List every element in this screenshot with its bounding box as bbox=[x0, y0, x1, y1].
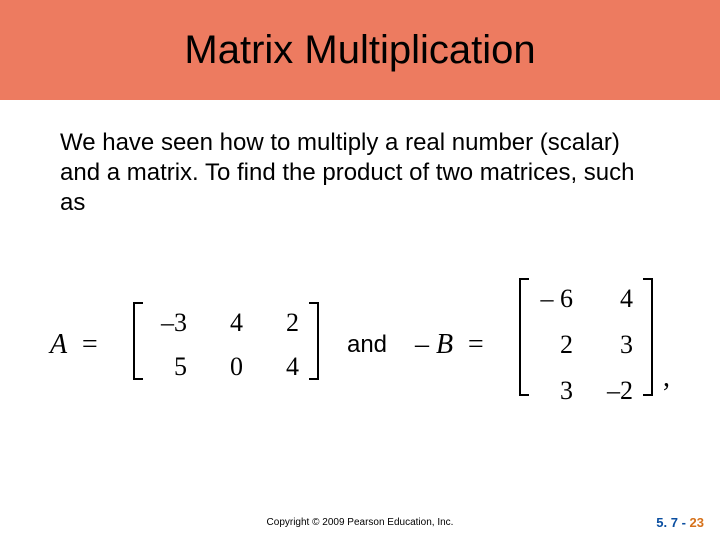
slide-number: 23 bbox=[690, 515, 704, 530]
page-number: 5. 7 - 23 bbox=[656, 515, 704, 530]
matrix-a: –342504 bbox=[133, 302, 319, 388]
right-bracket-icon bbox=[309, 302, 319, 380]
matrix-cell: 2 bbox=[539, 330, 573, 360]
title-banner: Matrix Multiplication bbox=[0, 0, 720, 100]
math-expression: A = –342504 and – B = – 64233–2 , bbox=[0, 278, 720, 412]
matrix-cell: 0 bbox=[209, 352, 243, 382]
matrix-cell: 5 bbox=[153, 352, 187, 382]
matrix-cell: 2 bbox=[265, 308, 299, 338]
left-bracket-icon bbox=[133, 302, 143, 380]
matrix-cell: 4 bbox=[265, 352, 299, 382]
section-number: 5. 7 - bbox=[656, 515, 689, 530]
matrix-cell: 4 bbox=[599, 284, 633, 314]
copyright-text: Copyright © 2009 Pearson Education, Inc. bbox=[0, 517, 720, 528]
matrix-cell: 3 bbox=[539, 376, 573, 406]
matrix-b-label: – B = bbox=[415, 329, 491, 361]
left-bracket-icon bbox=[519, 278, 529, 396]
slide-title: Matrix Multiplication bbox=[184, 28, 535, 73]
trailing-comma: , bbox=[663, 362, 670, 394]
connector-word: and bbox=[347, 331, 387, 359]
matrix-b: – 64233–2 bbox=[519, 278, 653, 412]
matrix-cell: 3 bbox=[599, 330, 633, 360]
right-bracket-icon bbox=[643, 278, 653, 396]
matrix-cell: –2 bbox=[599, 376, 633, 406]
matrix-cell: –3 bbox=[153, 308, 187, 338]
body-paragraph: We have seen how to multiply a real numb… bbox=[0, 100, 720, 218]
matrix-cell: 4 bbox=[209, 308, 243, 338]
matrix-a-label: A = bbox=[50, 329, 105, 361]
matrix-cell: – 6 bbox=[539, 284, 573, 314]
